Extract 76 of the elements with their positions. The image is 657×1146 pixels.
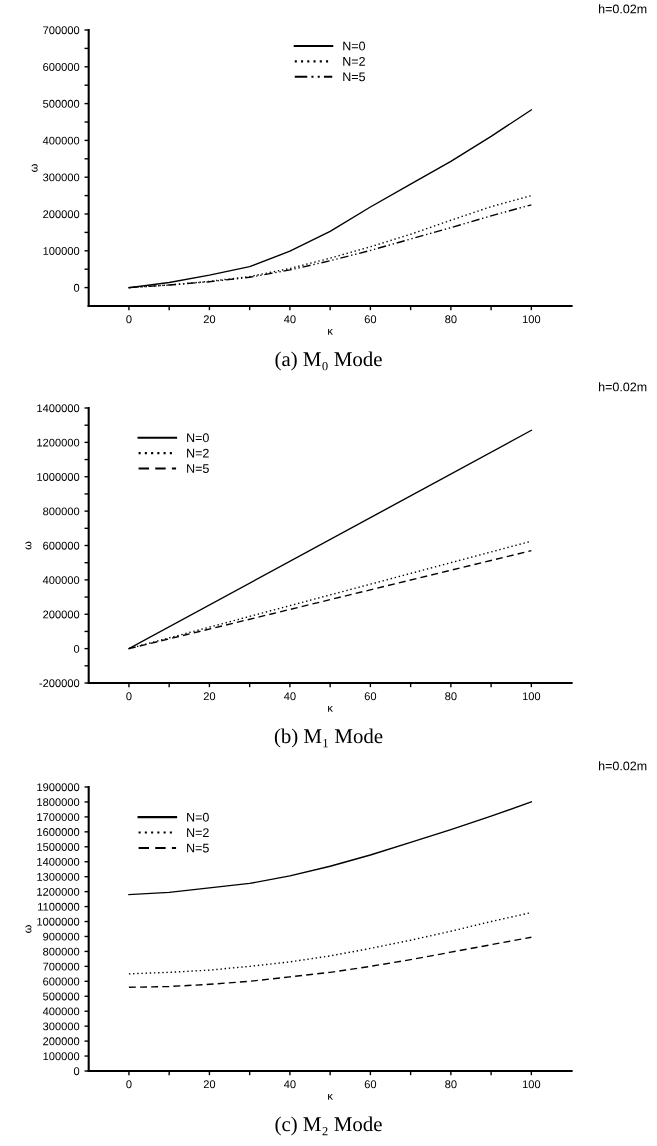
x-tick-label: 0 (126, 315, 132, 324)
y-tick-label: 1400000 (37, 858, 80, 866)
y-axis-title: ω (25, 925, 32, 933)
y-tick-label: 600000 (43, 977, 80, 986)
y-tick-label: 1100000 (38, 902, 80, 911)
x-tick-label: 80 (445, 315, 457, 324)
text: (c) M₂ Mode (275, 1116, 382, 1136)
x-tick-label: 100 (522, 692, 541, 701)
y-tick-label: 200000 (43, 610, 80, 619)
y-tick-label: 1900000 (37, 783, 80, 792)
y-tick-label: 1200000 (37, 438, 80, 447)
y-tick-label: 500000 (43, 992, 80, 1001)
y-tick-label: 1700000 (37, 813, 80, 822)
y-tick-label: 300000 (43, 173, 80, 182)
x-tick-label: 20 (203, 692, 216, 701)
x-tick-label: 60 (364, 692, 377, 701)
text: h=0.02m (599, 761, 647, 771)
legend-label: N=2 (187, 828, 209, 837)
y-tick-label: 100000 (43, 247, 80, 255)
y-tick-label: 1000000 (37, 473, 80, 481)
y-tick-label: 100000 (43, 1052, 80, 1061)
text: h=0.02m (599, 4, 647, 14)
x-tick-label: 0 (126, 1080, 132, 1089)
y-tick-label: 700000 (43, 962, 80, 971)
y-tick-label: 1000000 (37, 917, 80, 926)
y-tick-label: 200000 (43, 1037, 80, 1046)
legend-label: N=5 (187, 843, 209, 853)
y-tick-label: 600000 (43, 63, 80, 71)
x-tick-label: 0 (126, 692, 132, 701)
y-tick-label: 500000 (43, 99, 80, 108)
x-axis-title: κ (328, 1093, 333, 1100)
y-tick-label: 1400000 (37, 404, 80, 413)
y-tick-label: 1600000 (37, 828, 80, 836)
y-tick-label: 700000 (43, 26, 80, 35)
y-tick-label: 800000 (43, 947, 80, 956)
y-tick-label: 200000 (43, 210, 80, 219)
x-tick-label: 40 (283, 315, 296, 324)
y-axis-title: ω (31, 164, 38, 172)
legend-label: N=0 (343, 41, 366, 51)
y-axis-title: ω (25, 541, 32, 550)
y-tick-label: 800000 (43, 507, 80, 516)
y-tick-label: 400000 (42, 1007, 80, 1016)
y-tick-label: 1200000 (37, 887, 80, 896)
text: h=0.02m (599, 382, 647, 392)
y-tick-label: 1800000 (37, 798, 80, 807)
x-tick-label: 40 (283, 692, 296, 701)
x-tick-label: 80 (445, 1080, 457, 1089)
text: (a) M₀ Mode (275, 351, 382, 371)
x-tick-label: 20 (203, 315, 216, 324)
y-tick-label: 1500000 (37, 843, 80, 851)
x-axis-title: κ (328, 705, 333, 712)
legend-label: N=0 (187, 812, 209, 822)
x-tick-label: 40 (283, 1080, 296, 1089)
x-tick-label: 80 (445, 692, 457, 701)
y-tick-label: 600000 (43, 541, 80, 550)
y-tick-label: 300000 (43, 1022, 80, 1031)
legend-label: N=2 (343, 56, 365, 66)
legend-label: N=5 (343, 72, 366, 82)
y-tick-label: 0 (73, 1067, 80, 1076)
y-tick-label: 1300000 (37, 872, 80, 881)
legend-label: N=5 (187, 464, 209, 473)
y-tick-label: -200000 (39, 679, 80, 688)
x-tick-label: 60 (364, 315, 377, 324)
x-axis-title: κ (328, 328, 333, 335)
legend-label: N=2 (187, 448, 209, 458)
text: (b) M₁ Mode (274, 728, 383, 748)
x-tick-label: 20 (203, 1080, 216, 1089)
y-tick-label: 900000 (43, 932, 80, 941)
y-tick-label: 0 (73, 644, 80, 653)
x-tick-label: 100 (522, 315, 541, 324)
x-tick-label: 100 (522, 1080, 541, 1089)
y-tick-label: 400000 (42, 136, 80, 145)
x-tick-label: 60 (364, 1080, 377, 1089)
y-tick-label: 0 (73, 283, 80, 292)
legend-label: N=0 (187, 433, 209, 443)
y-tick-label: 400000 (42, 576, 80, 585)
